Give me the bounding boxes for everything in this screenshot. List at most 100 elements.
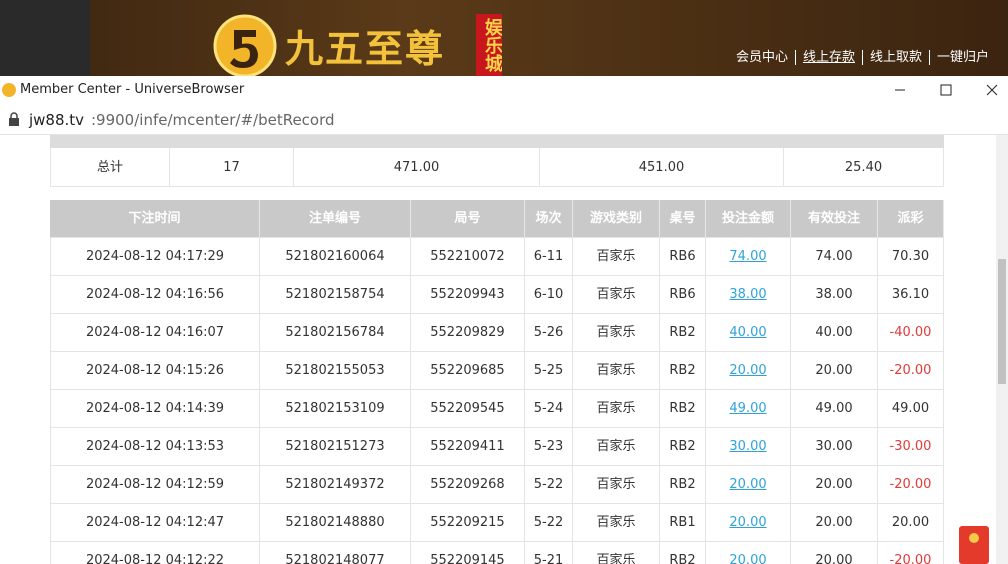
bet-amount-link[interactable]: 30.00 (706, 428, 791, 466)
table-cell: 5-22 (525, 504, 573, 542)
table-cell: 552209268 (411, 466, 525, 504)
logo-icon (213, 14, 277, 76)
nav-link[interactable]: 一键归户 (928, 50, 996, 65)
table-cell: 2024-08-12 04:13:53 (50, 428, 260, 466)
table-cell: RB6 (660, 276, 706, 314)
table-cell: RB2 (660, 466, 706, 504)
table-cell: RB2 (660, 390, 706, 428)
table-cell: 521802153109 (260, 390, 411, 428)
table-cell: 2024-08-12 04:12:59 (50, 466, 260, 504)
table-cell: RB6 (660, 238, 706, 276)
table-cell: 5-26 (525, 314, 573, 352)
nav-link[interactable]: 线上存款 (794, 50, 862, 65)
table-cell: 百家乐 (573, 390, 660, 428)
table-cell: 5-22 (525, 466, 573, 504)
table-cell: 2024-08-12 04:17:29 (50, 238, 260, 276)
table-cell: 74.00 (791, 238, 878, 276)
table-cell: 40.00 (791, 314, 878, 352)
nav-link[interactable]: 线上取款 (861, 50, 929, 65)
table-header-cell: 场次 (525, 200, 573, 238)
table-cell: 552209943 (411, 276, 525, 314)
table-cell: 6-10 (525, 276, 573, 314)
header-left-panel (0, 0, 90, 76)
table-cell: 百家乐 (573, 542, 660, 564)
table-header-cell: 投注金额 (706, 200, 791, 238)
table-cell: 521802148077 (260, 542, 411, 564)
address-bar[interactable]: jw88.tv :9900/infe/mcenter/#/betRecord (0, 104, 1008, 135)
table-cell: RB2 (660, 314, 706, 352)
table-cell: 552209145 (411, 542, 525, 564)
content: 总计 17 471.00 451.00 25.40 下注时间 注单编号 局号 场次 游戏类别 桌号投… (0, 135, 996, 564)
url-host: jw88.tv (29, 111, 85, 129)
table-cell: 5-25 (525, 352, 573, 390)
bet-amount-link[interactable]: 20.00 (706, 504, 791, 542)
bet-amount-link[interactable]: 74.00 (706, 238, 791, 276)
table-header-cell: 局号 (411, 200, 525, 238)
close-button[interactable] (986, 84, 998, 96)
table-cell: 2024-08-12 04:15:26 (50, 352, 260, 390)
table-cell: 20.00 (791, 504, 878, 542)
bet-amount-link[interactable]: 20.00 (706, 542, 791, 564)
table-cell: -30.00 (878, 428, 944, 466)
table-cell: 2024-08-12 04:12:47 (50, 504, 260, 542)
summary-cell: 471.00 (294, 148, 540, 187)
table-header-cell: 注单编号 (260, 200, 411, 238)
table-cell: 2024-08-12 04:12:22 (50, 542, 260, 564)
table-cell: 百家乐 (573, 428, 660, 466)
table-cell: -40.00 (878, 314, 944, 352)
summary-cell: 451.00 (540, 148, 784, 187)
table-cell: 20.00 (878, 504, 944, 542)
table-cell: 2024-08-12 04:14:39 (50, 390, 260, 428)
maximize-button[interactable] (940, 84, 952, 96)
table-cell: 百家乐 (573, 276, 660, 314)
table-cell: RB2 (660, 542, 706, 564)
table-cell: 百家乐 (573, 314, 660, 352)
red-envelope[interactable] (957, 524, 991, 564)
nav-link[interactable]: 会员中心 (735, 50, 788, 65)
favicon (2, 83, 16, 97)
table-cell: 20.00 (791, 466, 878, 504)
bet-amount-link[interactable]: 38.00 (706, 276, 791, 314)
table-cell: 20.00 (791, 352, 878, 390)
window-controls (895, 84, 998, 96)
table-cell: 552209545 (411, 390, 525, 428)
table-cell: 70.30 (878, 238, 944, 276)
table-cell: 2024-08-12 04:16:56 (50, 276, 260, 314)
logo-tag: 娱乐城 (476, 14, 502, 76)
table-cell: 36.10 (878, 276, 944, 314)
table-cell: 521802151273 (260, 428, 411, 466)
bet-amount-link[interactable]: 40.00 (706, 314, 791, 352)
table-cell: 2024-08-12 04:16:07 (50, 314, 260, 352)
table-cell: 百家乐 (573, 352, 660, 390)
table-cell: 百家乐 (573, 466, 660, 504)
table-cell: RB1 (660, 504, 706, 542)
table-cell: RB2 (660, 428, 706, 466)
summary-cell: 17 (170, 148, 294, 187)
table-cell: 521802156784 (260, 314, 411, 352)
bet-amount-link[interactable]: 20.00 (706, 352, 791, 390)
table-cell: 521802155053 (260, 352, 411, 390)
scroll-thumb[interactable] (998, 259, 1006, 384)
table-cell: 6-11 (525, 238, 573, 276)
table-cell: 552209829 (411, 314, 525, 352)
lock-icon (9, 112, 19, 126)
table-cell: 20.00 (791, 542, 878, 564)
url-path: :9900/infe/mcenter/#/betRecord (91, 111, 335, 129)
site-header (0, 0, 1008, 76)
table-cell: 552209215 (411, 504, 525, 542)
table-cell: 552209685 (411, 352, 525, 390)
table-cell: 49.00 (878, 390, 944, 428)
logo-name: 九五至尊 (285, 26, 446, 71)
bet-amount-link[interactable]: 49.00 (706, 390, 791, 428)
table-header-cell: 有效投注 (791, 200, 878, 238)
table-header-cell: 桌号 (660, 200, 706, 238)
table-cell: -20.00 (878, 542, 944, 564)
bet-amount-link[interactable]: 20.00 (706, 466, 791, 504)
table-cell: 521802160064 (260, 238, 411, 276)
table-cell: 521802149372 (260, 466, 411, 504)
table-header-cell: 派彩 (878, 200, 944, 238)
table-cell: 百家乐 (573, 238, 660, 276)
table-cell: 521802158754 (260, 276, 411, 314)
